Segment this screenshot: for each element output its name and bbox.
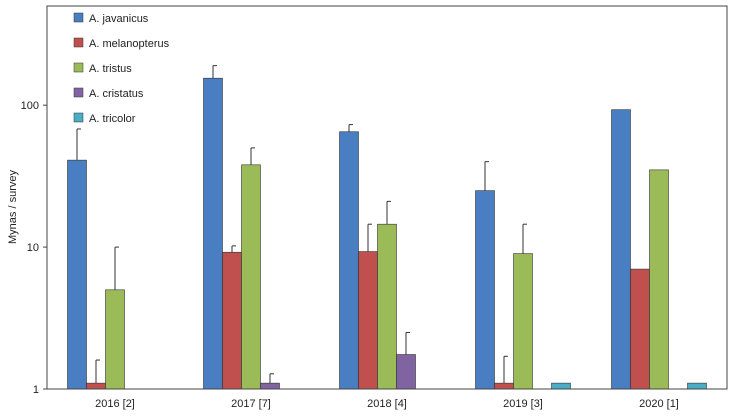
x-tick-label: 2017 [7]	[231, 398, 271, 410]
legend-label: A. cristatus	[89, 88, 144, 100]
bar-a-javanicus-1	[203, 77, 223, 390]
bar-a-javanicus-0	[67, 159, 87, 390]
x-tick-label: 2020 [1]	[639, 398, 679, 410]
bar-a-cristatus-1	[260, 382, 280, 390]
error-bars-layer	[76, 65, 527, 384]
bar-a-melanopterus-2	[358, 251, 378, 390]
bar-a-tristus-3	[513, 253, 533, 390]
bar-a-melanopterus-1	[222, 251, 242, 390]
x-tick-label: 2018 [4]	[367, 398, 407, 410]
legend: A. javanicus A. melanopterus A. tristus A. …	[73, 12, 170, 125]
bar-a-tristus-4	[649, 169, 669, 390]
bar-a-tristus-1	[241, 164, 261, 390]
legend-swatch	[73, 62, 84, 73]
legend-label: A. javanicus	[89, 13, 149, 25]
legend-swatch	[73, 12, 84, 23]
bar-a-melanopterus-0	[86, 382, 106, 390]
x-axis-tick-labels: 2016 [2] 2017 [7] 2018 [4] 2019 [3] 2020 [1]	[95, 398, 679, 410]
y-tick-label: 100	[21, 100, 39, 112]
legend-label: A. melanopterus	[89, 38, 170, 50]
bar-a-tricolor-4	[687, 382, 707, 390]
legend-swatch	[73, 112, 84, 123]
bar-a-javanicus-3	[475, 190, 495, 390]
bar-a-javanicus-2	[339, 131, 359, 390]
legend-swatch	[73, 37, 84, 48]
legend-label: A. tristus	[89, 63, 132, 75]
legend-label: A. tricolor	[89, 113, 136, 125]
bar-a-melanopterus-3	[494, 382, 514, 390]
y-tick-label: 1	[33, 384, 39, 396]
plot-area-frame	[46, 5, 728, 390]
y-axis-label: Mynas / survey	[7, 170, 19, 244]
bar-a-tristus-0	[105, 289, 125, 390]
bar-a-melanopterus-4	[630, 268, 650, 390]
bar-a-cristatus-2	[396, 354, 416, 390]
y-axis-ticks: 1 10 100	[21, 100, 47, 396]
bar-a-tristus-2	[377, 223, 397, 390]
bar-a-javanicus-4	[611, 109, 631, 390]
y-tick-label: 10	[27, 242, 39, 254]
x-tick-label: 2019 [3]	[503, 398, 543, 410]
bar-a-tricolor-3	[551, 382, 571, 390]
legend-swatch	[73, 87, 84, 98]
x-tick-label: 2016 [2]	[95, 398, 135, 410]
bars-layer	[67, 77, 707, 390]
